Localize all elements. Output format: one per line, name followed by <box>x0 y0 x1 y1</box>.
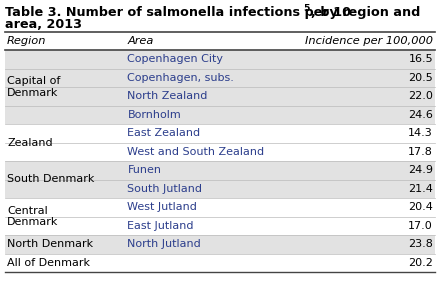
Text: Incidence per 100,000: Incidence per 100,000 <box>305 36 433 46</box>
Text: Table 3. Number of salmonella infections per 10: Table 3. Number of salmonella infections… <box>5 6 351 19</box>
Text: 22.0: 22.0 <box>408 91 433 101</box>
Text: Central
Denmark: Central Denmark <box>7 206 59 227</box>
Text: North Jutland: North Jutland <box>128 239 201 249</box>
Text: West and South Zealand: West and South Zealand <box>128 147 264 157</box>
Text: 5: 5 <box>303 4 309 13</box>
Text: Area: Area <box>128 36 154 46</box>
Text: South Denmark: South Denmark <box>7 174 94 185</box>
Text: 23.8: 23.8 <box>408 239 433 249</box>
Text: 17.0: 17.0 <box>408 221 433 231</box>
Text: Bornholm: Bornholm <box>128 110 181 120</box>
Text: 24.9: 24.9 <box>408 165 433 175</box>
Bar <box>5 87 435 106</box>
Text: North Zealand: North Zealand <box>128 91 208 101</box>
Bar <box>5 106 435 124</box>
Text: 17.8: 17.8 <box>408 147 433 157</box>
Text: 24.6: 24.6 <box>408 110 433 120</box>
Text: 16.5: 16.5 <box>408 54 433 64</box>
Text: Region: Region <box>7 36 47 46</box>
Bar <box>5 143 435 161</box>
Text: 21.4: 21.4 <box>408 184 433 194</box>
Text: Copenhagen City: Copenhagen City <box>128 54 224 64</box>
Text: East Jutland: East Jutland <box>128 221 194 231</box>
Text: Funen: Funen <box>128 165 161 175</box>
Text: , by region and: , by region and <box>311 6 420 19</box>
Text: South Jutland: South Jutland <box>128 184 202 194</box>
Text: Zealand: Zealand <box>7 137 53 148</box>
Text: Capital of
Denmark: Capital of Denmark <box>7 76 60 98</box>
Bar <box>5 198 435 216</box>
Text: Copenhagen, subs.: Copenhagen, subs. <box>128 73 234 83</box>
Text: All of Denmark: All of Denmark <box>7 258 90 268</box>
Bar <box>5 216 435 235</box>
Bar <box>5 50 435 69</box>
Bar <box>5 253 435 272</box>
Bar <box>5 124 435 143</box>
Text: 20.4: 20.4 <box>408 202 433 212</box>
Text: West Jutland: West Jutland <box>128 202 197 212</box>
Bar <box>5 179 435 198</box>
Text: East Zealand: East Zealand <box>128 128 201 138</box>
Bar <box>5 69 435 87</box>
Text: 20.5: 20.5 <box>408 73 433 83</box>
Text: area, 2013: area, 2013 <box>5 18 82 31</box>
Text: 20.2: 20.2 <box>408 258 433 268</box>
Bar <box>5 161 435 179</box>
Bar <box>5 235 435 253</box>
Text: North Denmark: North Denmark <box>7 239 93 249</box>
Text: 14.3: 14.3 <box>408 128 433 138</box>
